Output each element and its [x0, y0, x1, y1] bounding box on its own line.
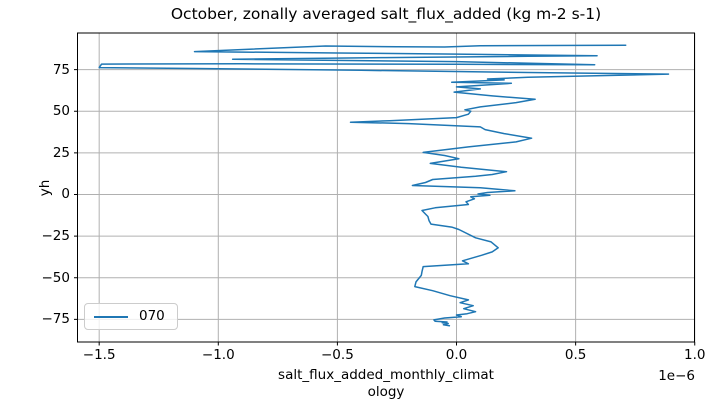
- series-line-070: [98, 44, 670, 327]
- x-tick-label: −0.5: [321, 347, 354, 363]
- x-tick-label: −1.5: [82, 347, 116, 363]
- x-axis-label-line1: salt_flux_added_monthly_climat: [278, 367, 494, 383]
- x-tick-label: 1.0: [683, 347, 706, 363]
- x-tick-label: −1.0: [201, 347, 235, 363]
- y-tick-label: 0: [61, 186, 70, 203]
- x-axis-label-line2: ology: [367, 384, 405, 400]
- y-tick-label: 75: [52, 61, 70, 78]
- y-tick-label: 25: [52, 144, 70, 161]
- axes-frame: [77, 32, 695, 343]
- y-tick-label: 50: [52, 103, 70, 120]
- legend-line-sample: [94, 315, 128, 318]
- x-axis-label: salt_flux_added_monthly_climat ology: [77, 367, 695, 401]
- y-tick-label: −75: [41, 311, 71, 328]
- x-axis-offset-label: 1e−6: [658, 368, 695, 384]
- legend-label: 070: [139, 307, 165, 324]
- x-tick-label: 0.0: [445, 347, 468, 363]
- x-tick-label: 0.5: [564, 347, 587, 363]
- chart-title: October, zonally averaged salt_flux_adde…: [170, 5, 602, 23]
- y-tick-label: −25: [41, 228, 71, 245]
- y-tick-label: −50: [41, 269, 71, 286]
- legend: 070: [84, 303, 178, 330]
